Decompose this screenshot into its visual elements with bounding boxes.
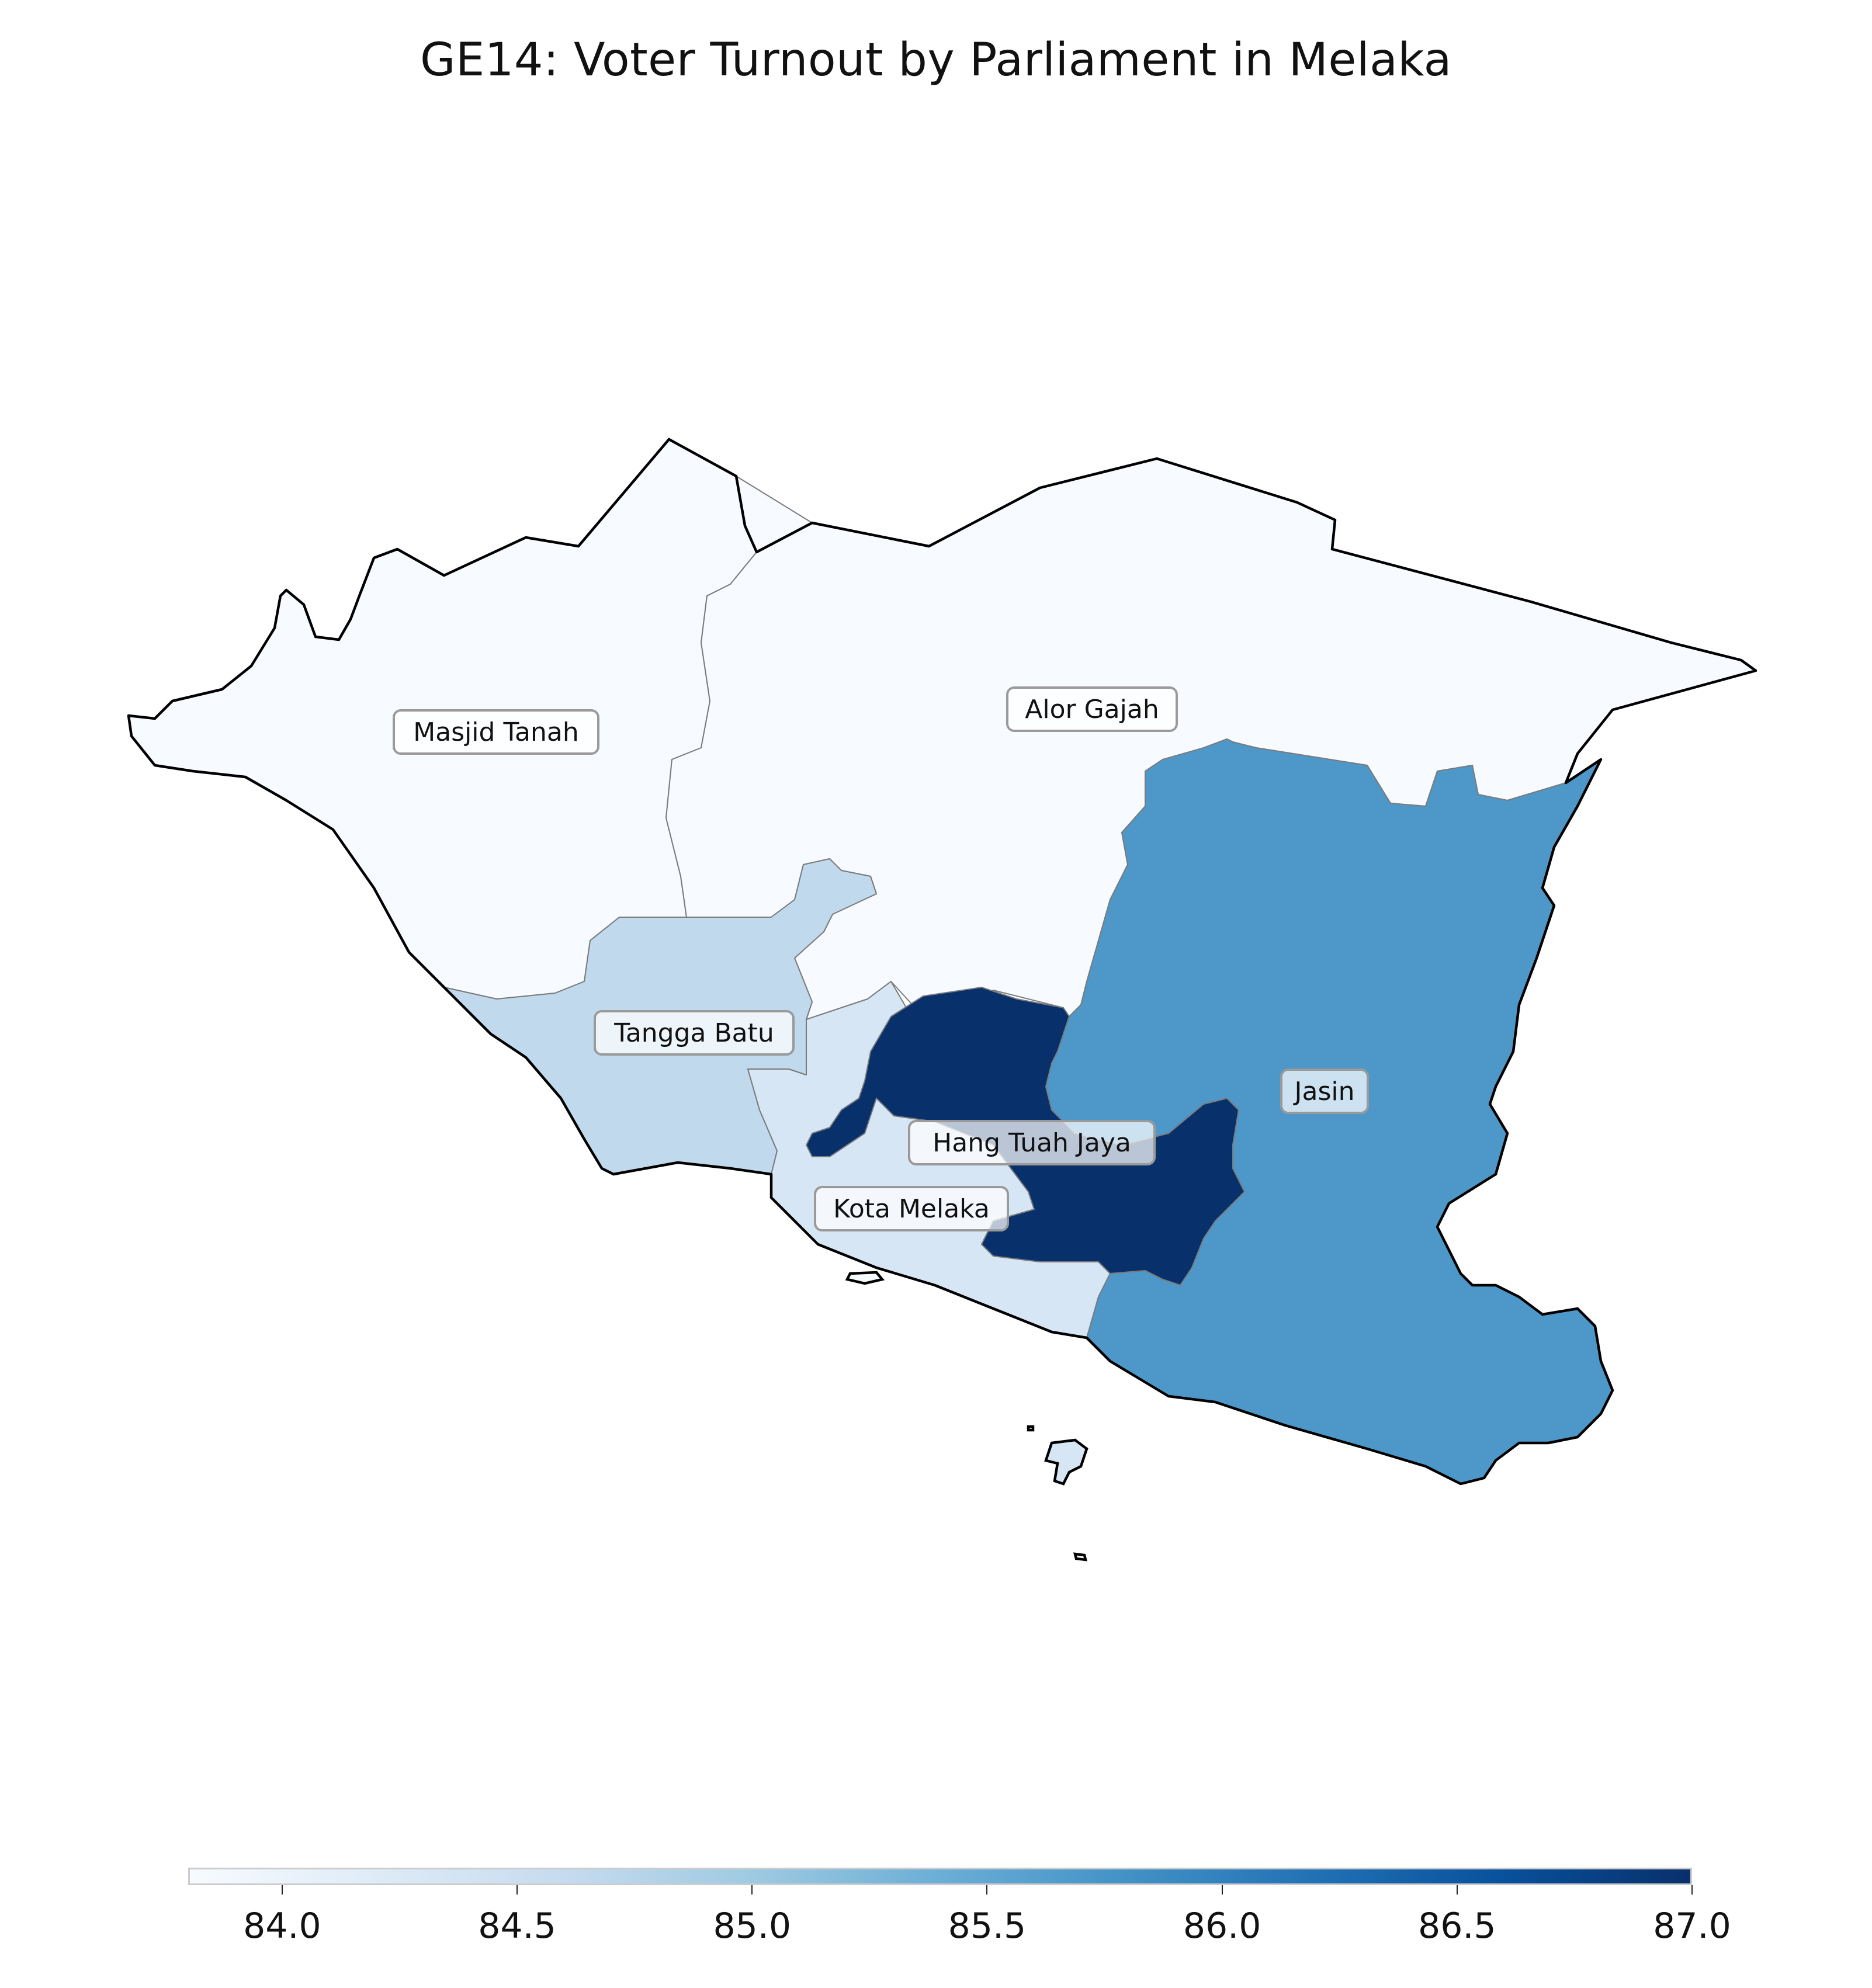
label-tangga-batu-text: Tangga Batu (613, 1018, 774, 1048)
label-alor-gajah-text: Alor Gajah (1025, 695, 1159, 724)
colorbar-tick-label: 84.5 (478, 1906, 556, 1947)
label-hang-tuah-jaya-text: Hang Tuah Jaya (932, 1128, 1131, 1158)
colorbar-tick (1221, 1885, 1223, 1895)
label-hang-tuah-jaya: Hang Tuah Jaya (908, 1120, 1156, 1165)
chart-title: GE14: Voter Turnout by Parliament in Mel… (420, 34, 1452, 86)
colorbar-tick-label: 85.0 (713, 1906, 792, 1947)
colorbar-tick (986, 1885, 988, 1895)
outer-boundary (127, 438, 1757, 1486)
colorbar-tick-label: 84.0 (243, 1906, 321, 1947)
colorbar-tick-label: 86.0 (1183, 1906, 1261, 1947)
colorbar-tick (751, 1885, 753, 1895)
label-tangga-batu: Tangga Batu (594, 1010, 795, 1056)
label-alor-gajah: Alor Gajah (1006, 686, 1178, 732)
colorbar-tick (1456, 1885, 1458, 1895)
colorbar-tick-label: 86.5 (1418, 1906, 1496, 1947)
label-kota-melaka: Kota Melaka (814, 1186, 1009, 1231)
island-pulau-upeh (845, 1271, 885, 1285)
colorbar-tick (516, 1885, 518, 1895)
island-small-west (1027, 1425, 1035, 1432)
label-kota-melaka-text: Kota Melaka (833, 1194, 990, 1224)
island-pulau-besar (1044, 1438, 1088, 1486)
colorbar-tick-label: 87.0 (1653, 1906, 1731, 1947)
island-small-south (1073, 1552, 1087, 1562)
label-jasin: Jasin (1280, 1068, 1369, 1114)
colorbar-tick (1691, 1885, 1693, 1895)
label-jasin-text: Jasin (1293, 1077, 1355, 1106)
colorbar-tick (281, 1885, 283, 1895)
colorbar (188, 1868, 1692, 1885)
colorbar-tick-label: 85.5 (948, 1906, 1027, 1947)
label-masjid-tanah-text: Masjid Tanah (413, 717, 579, 747)
label-masjid-tanah: Masjid Tanah (393, 709, 599, 755)
